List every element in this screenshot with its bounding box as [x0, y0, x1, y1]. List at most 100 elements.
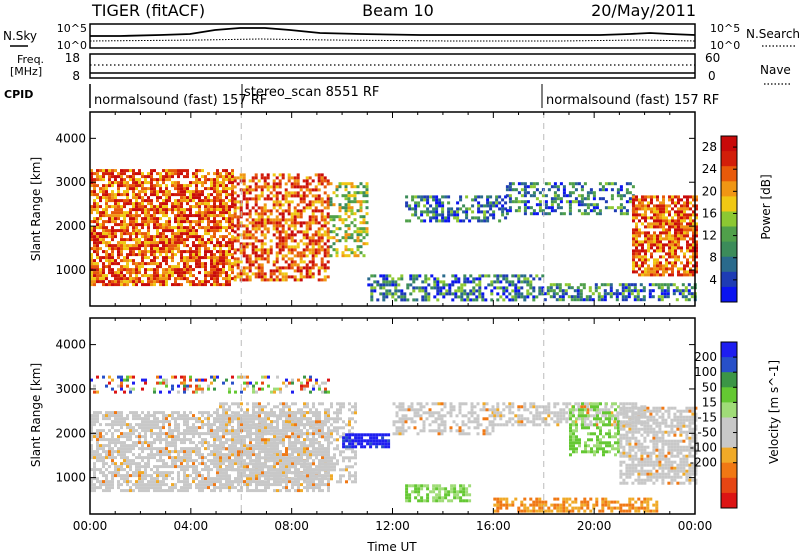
echo-cell [111, 471, 114, 475]
echo-cell [245, 242, 249, 246]
echo-cell [674, 222, 677, 226]
echo-cell [695, 240, 698, 244]
echo-cell [546, 286, 550, 290]
echo-cell [135, 277, 138, 281]
echo-cell [123, 178, 126, 182]
echo-cell [138, 447, 141, 451]
echo-cell [240, 489, 243, 493]
echo-cell [102, 489, 105, 493]
echo-cell [683, 237, 686, 241]
echo-cell [417, 195, 421, 199]
echo-cell [320, 212, 324, 216]
echo-cell [326, 194, 330, 198]
echo-cell [96, 250, 99, 254]
echo-cell [668, 204, 671, 208]
echo-cell [677, 258, 680, 262]
echo-cell [684, 286, 688, 290]
echo-cell [102, 277, 105, 281]
echo-cell [249, 414, 252, 418]
echo-cell [132, 217, 135, 221]
echo-cell [408, 219, 412, 223]
echo-cell [580, 197, 584, 201]
echo-cell [441, 210, 445, 214]
echo-cell [90, 483, 93, 487]
echo-cell [279, 465, 282, 469]
echo-cell [141, 217, 144, 221]
echo-cell [123, 211, 126, 215]
echo-cell [249, 420, 252, 424]
echo-cell [323, 224, 327, 228]
echo-cell [403, 298, 407, 302]
echo-cell [204, 411, 207, 415]
echo-cell [663, 289, 667, 293]
echo-cell [180, 274, 183, 278]
echo-cell [174, 244, 177, 248]
echo-cell [216, 199, 219, 203]
echo-cell [195, 175, 198, 179]
echo-cell [165, 244, 168, 248]
echo-cell [412, 286, 416, 290]
echo-cell [183, 432, 186, 436]
echo-cell [335, 185, 339, 189]
echo-cell [632, 270, 635, 274]
echo-cell [207, 250, 210, 254]
echo-cell [189, 226, 192, 230]
echo-cell [276, 426, 279, 430]
echo-cell [644, 213, 647, 217]
echo-cell [159, 241, 162, 245]
echo-cell [236, 200, 240, 204]
echo-cell [174, 280, 177, 284]
echo-cell [264, 489, 267, 493]
echo-cell [183, 477, 186, 481]
echo-cell [141, 465, 144, 469]
echo-cell [260, 269, 264, 273]
echo-cell [245, 224, 249, 228]
echo-cell [632, 249, 635, 253]
echo-cell [204, 241, 207, 245]
echo-cell [174, 459, 177, 463]
echo-cell [147, 244, 150, 248]
echo-cell [111, 190, 114, 194]
echo-cell [111, 474, 114, 478]
echo-cell [114, 277, 117, 281]
echo-cell [592, 191, 596, 195]
echo-cell [414, 213, 418, 217]
echo-cell [538, 191, 542, 195]
echo-cell [132, 474, 135, 478]
echo-cell [180, 196, 183, 200]
echo-cell [662, 237, 665, 241]
echo-cell [412, 298, 416, 302]
echo-cell [523, 200, 527, 204]
echo-cell [201, 220, 204, 224]
echo-cell [180, 480, 183, 484]
echo-cell [120, 489, 123, 493]
echo-cell [311, 209, 315, 213]
echo-cell [394, 286, 398, 290]
echo-cell [632, 252, 635, 256]
echo-cell [99, 187, 102, 191]
echo-cell [273, 483, 276, 487]
echo-cell [666, 289, 670, 293]
echo-cell [93, 226, 96, 230]
echo-cell [159, 453, 162, 457]
echo-cell [153, 453, 156, 457]
echo-cell [102, 193, 105, 197]
echo-cell [102, 262, 105, 266]
echo-cell [489, 213, 493, 217]
echo-cell [120, 441, 123, 445]
echo-cell [165, 205, 168, 209]
echo-cell [433, 277, 437, 281]
echo-cell [171, 414, 174, 418]
echo-cell [362, 200, 366, 204]
echo-cell [486, 216, 490, 220]
echo-cell [400, 274, 404, 278]
echo-cell [653, 267, 656, 271]
echo-cell [144, 417, 147, 421]
echo-cell [120, 229, 123, 233]
echo-cell [441, 219, 445, 223]
echo-cell [242, 197, 246, 201]
echo-cell [201, 432, 204, 436]
echo-cell [93, 235, 96, 239]
echo-cell [192, 256, 195, 260]
echo-cell [228, 178, 231, 182]
